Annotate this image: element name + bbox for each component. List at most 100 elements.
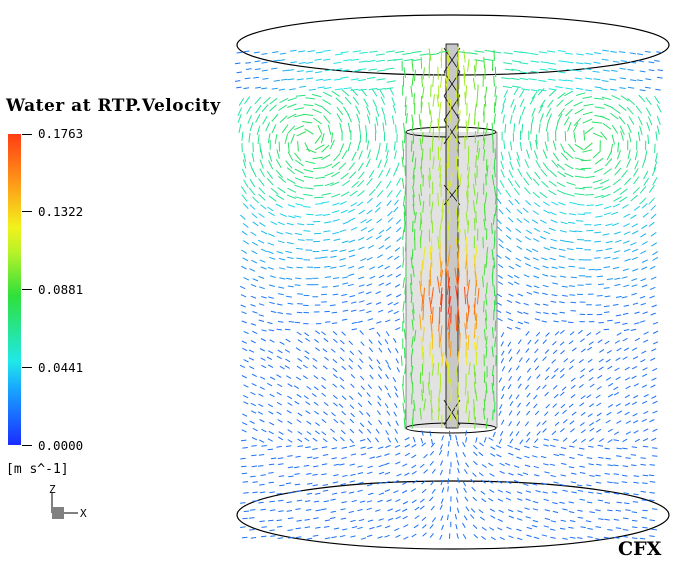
velocity-vector [605, 457, 611, 460]
velocity-vector [358, 276, 365, 280]
velocity-vector [465, 462, 470, 468]
velocity-vector [401, 156, 404, 168]
velocity-vector [576, 62, 584, 65]
velocity-vector [295, 277, 302, 280]
velocity-vector [303, 193, 313, 197]
velocity-vector [543, 444, 549, 447]
velocity-vector [421, 430, 424, 436]
velocity-vector [614, 367, 620, 372]
velocity-vector [410, 282, 412, 294]
velocity-vector [243, 359, 249, 363]
velocity-vector [315, 330, 320, 335]
velocity-vector [367, 400, 372, 406]
velocity-vector [551, 201, 559, 206]
velocity-vector [410, 372, 413, 384]
velocity-vector [613, 250, 621, 253]
velocity-vector [494, 85, 497, 97]
velocity-vector [387, 437, 392, 443]
velocity-vector [447, 478, 450, 484]
velocity-vector [607, 393, 614, 398]
velocity-vector [313, 117, 322, 125]
velocity-vector [548, 189, 557, 196]
velocity-vector [267, 321, 273, 325]
velocity-vector [492, 327, 494, 339]
velocity-vector [305, 70, 313, 73]
velocity-vector [358, 481, 364, 485]
velocity-vector [519, 71, 529, 74]
axis-triad[interactable]: Z X [40, 485, 100, 525]
velocity-vector [651, 242, 658, 247]
velocity-vector [395, 509, 401, 513]
velocity-vector [286, 313, 292, 315]
velocity-vector [588, 376, 594, 381]
velocity-vector [544, 349, 550, 354]
velocity-vector [285, 482, 292, 485]
velocity-vector [525, 490, 532, 493]
velocity-vector [622, 529, 629, 531]
velocity-vector [278, 510, 284, 512]
velocity-vector [651, 348, 657, 352]
velocity-vector [533, 474, 540, 477]
velocity-vector [458, 229, 461, 243]
velocity-vector [422, 304, 425, 321]
velocity-vector [569, 294, 576, 296]
velocity-vector [496, 302, 503, 306]
velocity-vector [351, 181, 359, 188]
velocity-vector [628, 116, 635, 125]
velocity-vector [623, 284, 630, 288]
velocity-vector [294, 107, 304, 111]
velocity-vector [332, 219, 340, 222]
velocity-vector [632, 168, 639, 177]
velocity-vector [358, 246, 365, 250]
velocity-vector [518, 115, 522, 125]
velocity-vector [609, 78, 617, 81]
velocity-vector [251, 241, 259, 246]
velocity-vector [304, 142, 310, 153]
velocity-vector [632, 186, 640, 195]
velocity-vector [350, 309, 357, 312]
velocity-vector [306, 77, 314, 80]
velocity-vector [464, 382, 467, 396]
velocity-vector [402, 508, 408, 512]
velocity-vector [552, 140, 557, 151]
velocity-vector [612, 257, 619, 260]
velocity-vector [651, 377, 657, 381]
axis-origin-box [52, 507, 64, 519]
velocity-vector [499, 462, 505, 467]
velocity-vector [420, 101, 423, 114]
velocity-vector [505, 207, 511, 214]
velocity-vector [473, 323, 476, 339]
velocity-vector [603, 305, 610, 308]
velocity-vector [565, 52, 573, 55]
velocity-vector [412, 265, 415, 278]
velocity-vector [419, 138, 423, 151]
velocity-vector [273, 59, 280, 62]
velocity-vector [542, 265, 549, 269]
velocity-vector [287, 517, 294, 520]
velocity-vector [321, 201, 330, 204]
velocity-vector [385, 149, 389, 159]
velocity-vector [296, 266, 303, 269]
velocity-vector [588, 491, 594, 494]
velocity-vector [617, 142, 620, 153]
velocity-vector [251, 382, 257, 387]
velocity-vector [393, 385, 398, 392]
velocity-vector [554, 331, 560, 336]
velocity-vector [385, 168, 391, 177]
velocity-vector [358, 284, 365, 287]
velocity-vector [564, 163, 574, 170]
velocity-vector [454, 513, 457, 520]
velocity-vector [605, 358, 611, 363]
velocity-vector [594, 240, 601, 243]
velocity-vector [514, 447, 521, 451]
velocity-vector [643, 410, 649, 415]
velocity-vector [376, 321, 382, 324]
velocity-vector [560, 143, 566, 153]
velocity-vector [349, 171, 357, 179]
velocity-vector [432, 74, 435, 88]
velocity-vector [448, 332, 450, 349]
velocity-vector [602, 122, 612, 130]
velocity-vector [287, 429, 293, 433]
velocity-vector [592, 70, 600, 73]
